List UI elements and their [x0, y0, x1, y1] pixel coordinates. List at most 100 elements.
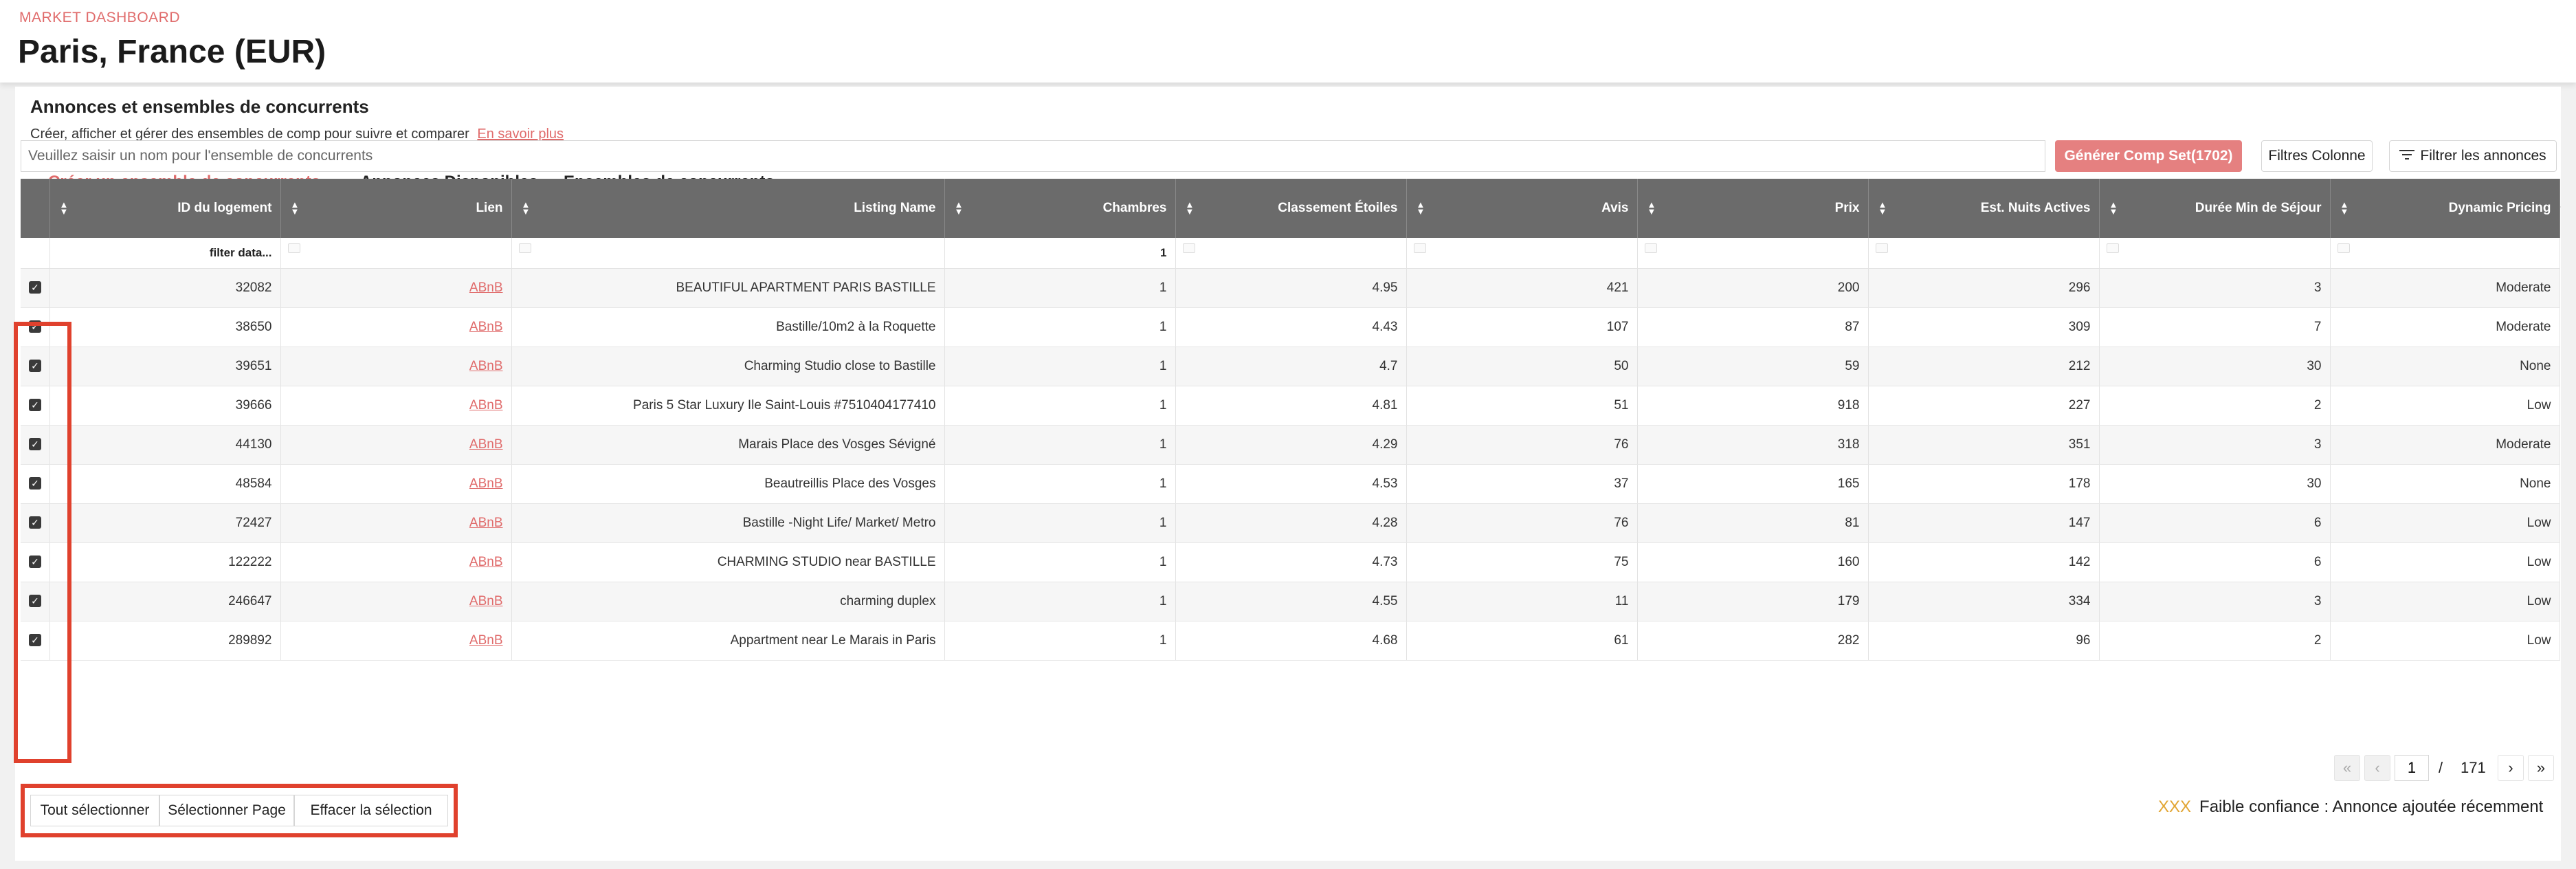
chevron-left-icon[interactable]: ‹: [2364, 755, 2390, 781]
filter-listings-button[interactable]: Filtrer les annonces: [2389, 140, 2557, 172]
double-chevron-left-icon[interactable]: «: [2334, 755, 2360, 781]
row-checkbox[interactable]: ✓: [29, 438, 41, 451]
row-checkbox[interactable]: ✓: [29, 516, 41, 529]
comp-set-name-input[interactable]: [21, 140, 2045, 172]
cell-stars: 4.73: [1175, 542, 1407, 582]
row-checkbox[interactable]: ✓: [29, 595, 41, 608]
cell-bedrooms: 1: [944, 268, 1176, 308]
cell-reviews: 51: [1406, 386, 1638, 426]
filter-cell[interactable]: [1637, 238, 1869, 269]
col-header-id[interactable]: ▲ ▼ ID du logement: [49, 179, 281, 238]
cell-link: ABnB: [280, 621, 512, 661]
cell-min-stay: 2: [2099, 621, 2331, 661]
cell-id: 44130: [49, 425, 281, 465]
listing-link[interactable]: ABnB: [469, 476, 503, 491]
listing-link[interactable]: ABnB: [469, 632, 503, 648]
sort-icon: ▲ ▼: [1878, 199, 1887, 217]
filter-cell[interactable]: [511, 238, 945, 269]
table-row[interactable]: ✓ 72427 ABnB Bastille -Night Life/ Market/ …: [21, 503, 2560, 543]
table-row[interactable]: ✓ 39666 ABnB Paris 5 Star Luxury Ile Saint-…: [21, 386, 2560, 426]
filter-cell[interactable]: [280, 238, 512, 269]
listing-link[interactable]: ABnB: [469, 358, 503, 373]
filter-cell[interactable]: [1406, 238, 1638, 269]
row-checkbox[interactable]: ✓: [29, 399, 41, 412]
cell-reviews: 61: [1406, 621, 1638, 661]
filter-cell[interactable]: [1175, 238, 1407, 269]
breadcrumb[interactable]: MARKET DASHBOARD: [19, 10, 180, 25]
cell-reviews: 107: [1406, 307, 1638, 347]
filter-cell-bedrooms[interactable]: 1: [944, 238, 1176, 269]
cell-id: 39666: [49, 386, 281, 426]
column-filters-button[interactable]: Filtres Colonne: [2261, 140, 2373, 172]
cell-price: 179: [1637, 582, 1869, 622]
row-checkbox[interactable]: ✓: [29, 360, 41, 373]
table-row[interactable]: ✓ 39651 ABnB Charming Studio close to Basti…: [21, 346, 2560, 386]
table-row[interactable]: ✓ 38650 ABnB Bastille/10m2 à la Roquette 1 4.…: [21, 307, 2560, 347]
select-all-button[interactable]: Tout sélectionner: [30, 795, 159, 826]
sort-icon: ▲ ▼: [521, 199, 531, 217]
legend-text: Faible confiance : Annonce ajoutée récem…: [2199, 798, 2544, 816]
col-header-active-nights[interactable]: ▲ ▼ Est. Nuits Actives: [1868, 179, 2100, 238]
table-row[interactable]: ✓ 246647 ABnB charming duplex 1 4.55 11 179 334 3…: [21, 582, 2560, 622]
listing-link[interactable]: ABnB: [469, 437, 503, 452]
checkbox-column-highlight: [14, 322, 71, 763]
cell-stars: 4.68: [1175, 621, 1407, 661]
listing-link[interactable]: ABnB: [469, 319, 503, 334]
select-page-button[interactable]: Sélectionner Page: [159, 795, 294, 826]
cell-min-stay: 3: [2099, 582, 2331, 622]
table-row[interactable]: ✓ 289892 ABnB Appartment near Le Marais in …: [21, 621, 2560, 661]
cell-stars: 4.29: [1175, 425, 1407, 465]
row-checkbox-cell: ✓: [21, 346, 50, 386]
col-header-link[interactable]: ▲ ▼ Lien: [280, 179, 512, 238]
cell-id: 72427: [49, 503, 281, 543]
row-checkbox[interactable]: ✓: [29, 477, 41, 490]
cell-min-stay: 2: [2099, 386, 2331, 426]
cell-dynamic-pricing: Low: [2330, 503, 2560, 543]
double-chevron-right-icon[interactable]: »: [2528, 755, 2554, 781]
col-header-bedrooms[interactable]: ▲ ▼ Chambres: [944, 179, 1176, 238]
col-header-stars[interactable]: ▲ ▼ Classement Étoiles: [1175, 179, 1407, 238]
sort-icon: ▲ ▼: [1647, 199, 1656, 217]
row-checkbox[interactable]: ✓: [29, 281, 41, 294]
table-row[interactable]: ✓ 32082 ABnB BEAUTIFUL APARTMENT PARIS BAST…: [21, 268, 2560, 308]
col-header-dynamic-pricing[interactable]: ▲ ▼ Dynamic Pricing: [2330, 179, 2560, 238]
cell-dynamic-pricing: Low: [2330, 542, 2560, 582]
listing-link[interactable]: ABnB: [469, 515, 503, 530]
table-row[interactable]: ✓ 44130 ABnB Marais Place des Vosges Sévign…: [21, 425, 2560, 465]
cell-bedrooms: 1: [944, 621, 1176, 661]
cell-stars: 4.81: [1175, 386, 1407, 426]
generate-comp-set-button[interactable]: Générer Comp Set(1702): [2055, 140, 2242, 172]
filter-cell[interactable]: [1868, 238, 2100, 269]
col-header-reviews[interactable]: ▲ ▼ Avis: [1406, 179, 1638, 238]
col-header-price[interactable]: ▲ ▼ Prix: [1637, 179, 1869, 238]
cell-bedrooms: 1: [944, 464, 1176, 504]
listing-link[interactable]: ABnB: [469, 554, 503, 569]
table-row[interactable]: ✓ 48584 ABnB Beautreillis Place des Vosges 1…: [21, 464, 2560, 504]
table-row[interactable]: ✓ 122222 ABnB CHARMING STUDIO near BASTILLE…: [21, 542, 2560, 582]
cell-bedrooms: 1: [944, 503, 1176, 543]
row-checkbox[interactable]: ✓: [29, 634, 41, 647]
section-description: Créer, afficher et gérer des ensembles d…: [30, 126, 564, 142]
cell-bedrooms: 1: [944, 307, 1176, 347]
clear-selection-button[interactable]: Effacer la sélection: [294, 795, 448, 826]
cell-link: ABnB: [280, 542, 512, 582]
cell-min-stay: 30: [2099, 346, 2331, 386]
listing-link[interactable]: ABnB: [469, 397, 503, 412]
learn-more-link[interactable]: En savoir plus: [477, 126, 564, 142]
filter-listings-label: Filtrer les annonces: [2420, 147, 2546, 164]
cell-listing-name: CHARMING STUDIO near BASTILLE: [511, 542, 945, 582]
cell-min-stay: 6: [2099, 542, 2331, 582]
row-checkbox[interactable]: ✓: [29, 556, 41, 569]
filter-cell[interactable]: [2330, 238, 2560, 269]
listing-link[interactable]: ABnB: [469, 280, 503, 295]
filter-cell-id[interactable]: filter data...: [49, 238, 281, 269]
page-number-input[interactable]: [2395, 755, 2429, 781]
filter-cell[interactable]: [2099, 238, 2331, 269]
cell-link: ABnB: [280, 386, 512, 426]
page-separator: /: [2439, 759, 2443, 776]
listing-link[interactable]: ABnB: [469, 593, 503, 608]
col-header-min-stay[interactable]: ▲ ▼ Durée Min de Séjour: [2099, 179, 2331, 238]
chevron-right-icon[interactable]: ›: [2498, 755, 2524, 781]
col-header-listing-name[interactable]: ▲ ▼ Listing Name: [511, 179, 945, 238]
cell-bedrooms: 1: [944, 582, 1176, 622]
